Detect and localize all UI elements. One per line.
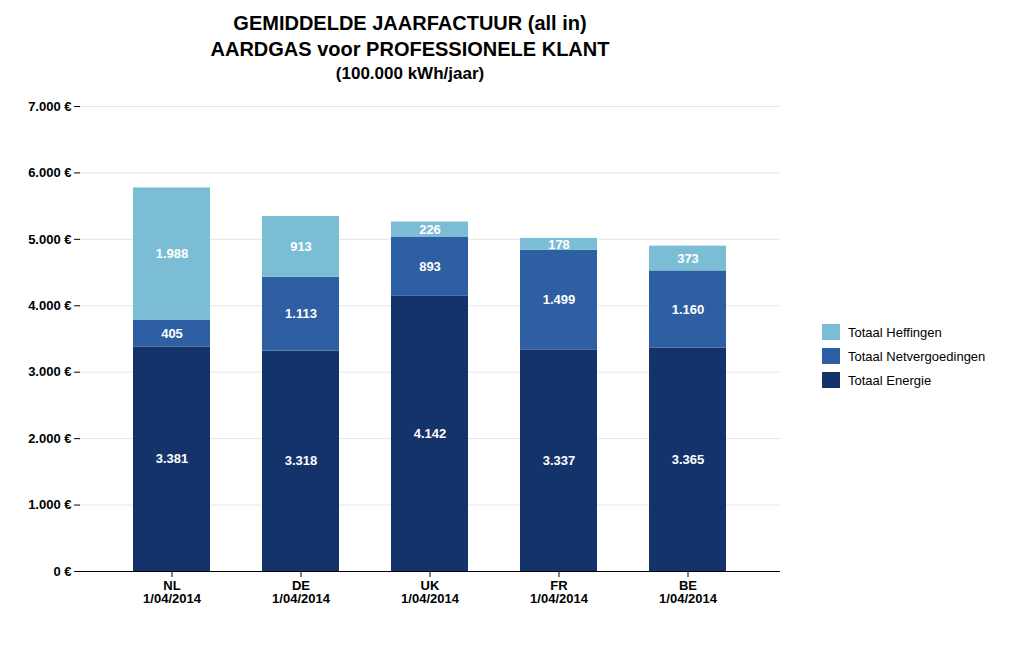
svg-text:0 €: 0 € [53,564,71,579]
html-text:Totaal Netvergoedingen: Totaal Netvergoedingen [848,348,986,364]
svg-text:7.000 €: 7.000 € [28,99,71,114]
svg-text:1.499: 1.499 [543,292,576,307]
html-text:Totaal Energie: Totaal Energie [848,372,932,388]
svg-text:1.113: 1.113 [285,306,317,321]
svg-text:6.000 €: 6.000 € [28,165,71,180]
svg-text:373: 373 [677,251,699,266]
svg-text:3.000 €: 3.000 € [28,364,71,379]
svg-text:893: 893 [419,259,441,274]
svg-text:3.318: 3.318 [285,453,318,468]
svg-text:4.000 €: 4.000 € [28,298,71,313]
svg-text:3.381: 3.381 [156,451,189,466]
svg-text:BE1/04/2014: BE1/04/2014 [659,578,718,606]
svg-text:5.000 €: 5.000 € [28,232,71,247]
svg-text:4.142: 4.142 [414,426,447,441]
svg-text:FR1/04/2014: FR1/04/2014 [530,578,589,606]
svg-text:1.988: 1.988 [156,246,189,261]
svg-text:3.337: 3.337 [543,453,576,468]
svg-text:1.160: 1.160 [672,302,705,317]
html-text:Totaal Heffingen: Totaal Heffingen [848,324,942,340]
svg-text:UK1/04/2014: UK1/04/2014 [401,578,460,606]
svg-text:2.000 €: 2.000 € [28,431,71,446]
html-text:(100.000 kWh/jaar): (100.000 kWh/jaar) [335,64,485,83]
svg-text:1.000 €: 1.000 € [28,497,71,512]
html-text:AARDGAS voor PROFESSIONELE KLA: AARDGAS voor PROFESSIONELE KLANT [210,38,610,60]
html-text:GEMIDDELDE JAARFACTUUR (all in: GEMIDDELDE JAARFACTUUR (all in) [233,12,587,34]
svg-text:913: 913 [290,239,312,254]
svg-text:DE1/04/2014: DE1/04/2014 [272,578,331,606]
svg-text:226: 226 [419,222,441,237]
svg-text:405: 405 [161,326,183,341]
svg-text:178: 178 [548,236,570,251]
svg-text:3.365: 3.365 [672,452,705,467]
svg-text:NL1/04/2014: NL1/04/2014 [143,578,202,606]
